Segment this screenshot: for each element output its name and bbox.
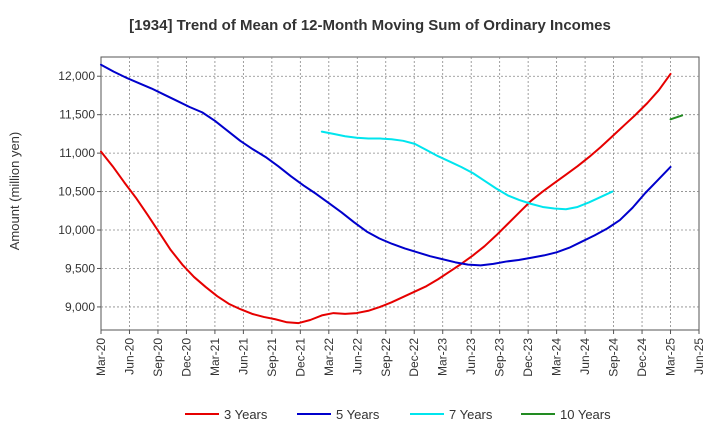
x-tick-label: Jun-20 — [122, 338, 136, 375]
x-tick-label: Dec-24 — [635, 338, 649, 377]
x-tick-label: Jun-23 — [464, 338, 478, 375]
y-tick-label: 10,000 — [58, 223, 95, 237]
gridlines — [101, 57, 699, 330]
y-tick-label: 9,000 — [65, 300, 95, 314]
legend-label: 3 Years — [224, 407, 268, 422]
y-axis-label: Amount (million yen) — [7, 132, 22, 251]
legend-label: 7 Years — [449, 407, 493, 422]
x-tick-label: Sep-22 — [379, 338, 393, 377]
y-tick-label: 11,000 — [59, 146, 95, 160]
legend-label: 5 Years — [336, 407, 380, 422]
plot-area — [100, 56, 700, 331]
x-axis-ticks: Mar-20 Jun-20 Sep-20 Dec-20 Mar-21 Jun-21 Sep-… — [94, 330, 706, 377]
chart-title: [1934] Trend of Mean of 12-Month Moving … — [129, 17, 611, 34]
series-lines — [100, 63, 684, 325]
x-tick-label: Dec-21 — [293, 338, 307, 377]
y-tick-label: 9,500 — [65, 261, 95, 275]
x-tick-label: Mar-22 — [322, 338, 336, 376]
x-tick-label: Mar-24 — [550, 338, 564, 376]
legend-label: 10 Years — [560, 407, 611, 422]
x-tick-label: Mar-23 — [436, 338, 450, 376]
legend: 3 Years 5 Years 7 Years 10 Years — [185, 407, 611, 422]
x-tick-label: Jun-25 — [692, 338, 706, 375]
series-line-7-years — [320, 130, 614, 211]
y-tick-label: 11,500 — [59, 108, 95, 122]
x-tick-label: Sep-23 — [493, 338, 507, 377]
x-tick-label: Jun-24 — [578, 338, 592, 375]
x-tick-label: Mar-20 — [94, 338, 108, 376]
x-tick-label: Sep-21 — [265, 338, 279, 377]
x-tick-label: Jun-21 — [236, 338, 250, 375]
x-tick-label: Jun-22 — [350, 338, 364, 375]
x-tick-label: Mar-25 — [664, 338, 678, 376]
y-axis-ticks: 9,000 9,500 10,000 10,500 11,000 11,500 12,000 — [58, 69, 101, 314]
y-tick-label: 10,500 — [58, 185, 95, 199]
x-tick-label: Dec-20 — [179, 338, 193, 377]
x-tick-label: Mar-21 — [208, 338, 222, 376]
series-line-10-years — [669, 114, 684, 121]
series-line-5-years — [100, 63, 672, 267]
x-tick-label: Sep-20 — [151, 338, 165, 377]
y-tick-label: 12,000 — [58, 69, 95, 83]
x-tick-label: Dec-23 — [521, 338, 535, 377]
series-line-3-years — [100, 72, 672, 325]
x-tick-label: Dec-22 — [407, 338, 421, 377]
x-tick-label: Sep-24 — [607, 338, 621, 377]
